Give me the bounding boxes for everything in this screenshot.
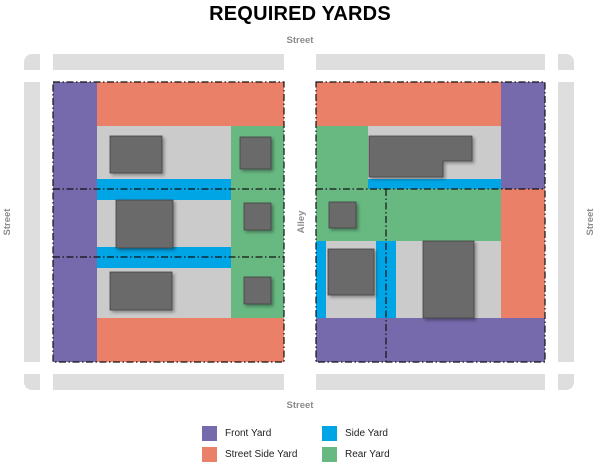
legend-swatch-rear-yard [322, 447, 337, 462]
rear-yard-right-upper [316, 126, 368, 189]
street-top-right-segment [316, 54, 545, 70]
legend-label-front-yard: Front Yard [225, 428, 272, 439]
legend-item-rear-yard: Rear Yard [322, 447, 390, 462]
street-label-bottom: Street [287, 400, 315, 411]
building [115, 199, 174, 249]
legend-swatch-front-yard [202, 426, 217, 441]
street-top [53, 54, 284, 70]
street-label-left: Street [2, 208, 13, 236]
street-side-yard-top-right [316, 82, 501, 126]
alley-label: Alley [296, 210, 307, 233]
building [422, 240, 475, 319]
legend-swatch-street-side-yard [202, 447, 217, 462]
street-label-right: Street [585, 208, 596, 236]
building [243, 276, 272, 305]
streets [24, 54, 574, 390]
legend: Front Yard Side Yard Street Side Yard Re… [198, 424, 498, 464]
lot-lines-right [315, 81, 546, 363]
street-corner-top-right [558, 54, 574, 70]
street-label-top: Street [287, 35, 315, 46]
lot-lines-left [52, 81, 285, 363]
street-bottom-right-segment [316, 374, 545, 390]
front-yard-right-bottom [316, 318, 545, 362]
street-corner-top-left [24, 54, 40, 70]
side-yard-right-left-strip [316, 241, 326, 318]
street-corner-bottom-right [558, 374, 574, 390]
building [109, 271, 173, 311]
legend-label-rear-yard: Rear Yard [345, 449, 390, 460]
legend-label-side-yard: Side Yard [345, 428, 388, 439]
legend-item-side-yard: Side Yard [322, 426, 388, 441]
legend-swatch-side-yard [322, 426, 337, 441]
street-corner-bottom-left [24, 374, 40, 390]
building [243, 202, 272, 231]
street-side-yard-bottom-left [97, 318, 284, 362]
building [328, 201, 357, 229]
front-yard-right-top [501, 82, 545, 189]
diagram-title: REQUIRED YARDS [209, 3, 391, 25]
building [109, 135, 163, 174]
side-yard-right-top [368, 179, 501, 189]
street-side-yard-top-left [97, 82, 284, 126]
legend-label-street-side-yard: Street Side Yard [225, 449, 298, 460]
street-side-yard-right [501, 189, 545, 318]
street-bottom [53, 374, 284, 390]
right-block [315, 81, 546, 363]
left-block [52, 81, 285, 363]
legend-item-street-side-yard: Street Side Yard [202, 447, 297, 462]
street-right [558, 82, 574, 362]
building [239, 136, 272, 170]
front-yard-left [53, 82, 97, 362]
legend-item-front-yard: Front Yard [202, 426, 271, 441]
street-left [24, 82, 40, 362]
building [327, 248, 375, 296]
building [368, 135, 473, 178]
